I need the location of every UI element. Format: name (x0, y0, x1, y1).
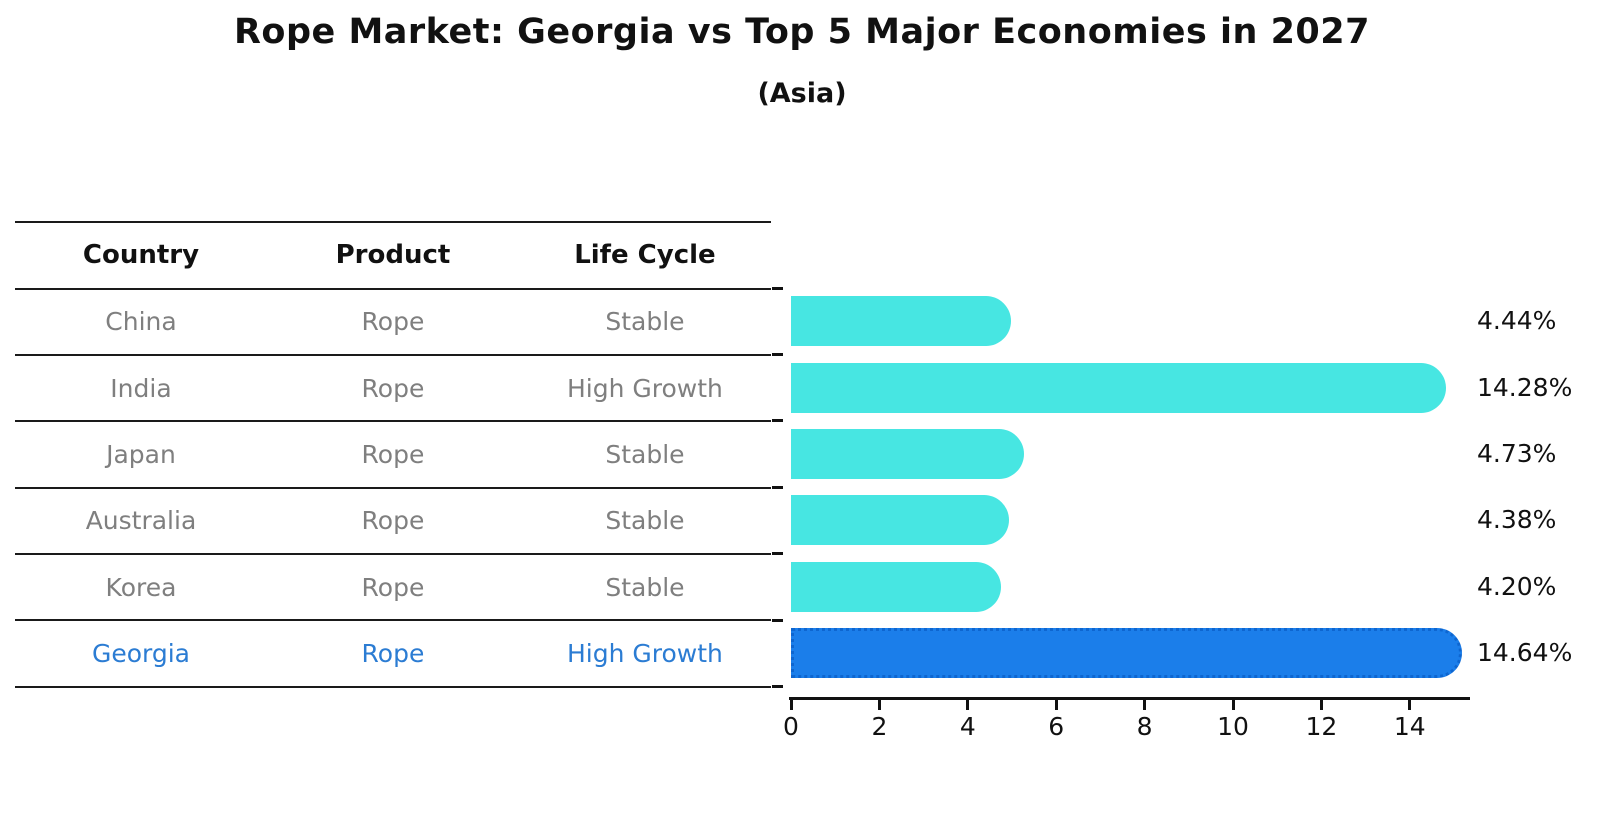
x-tick-mark (1143, 700, 1147, 710)
table-header-lifecycle: Life Cycle (574, 240, 716, 271)
table-cell-country: India (110, 373, 172, 403)
x-tick-label: 10 (1217, 712, 1249, 741)
x-tick-mark (877, 700, 881, 710)
table-header-product: Product (335, 240, 451, 271)
value-label: 4.73% (1477, 439, 1557, 468)
x-tick-mark (1054, 700, 1058, 710)
bar-korea (791, 561, 1001, 612)
table-row: Australia Rope Stable (15, 486, 771, 553)
table-cell-product: Rope (361, 639, 425, 669)
chart-subtitle: (Asia) (757, 78, 847, 109)
x-tick-mark (1408, 700, 1412, 710)
country-table: Country Product Life Cycle China Rope Stab… (15, 221, 771, 688)
x-tick-mark (966, 700, 970, 710)
table-cell-lifecycle: Stable (605, 307, 685, 337)
bar-georgia (791, 628, 1463, 679)
table-cell-country: China (105, 307, 177, 337)
table-cell-lifecycle: High Growth (566, 373, 723, 403)
table-row: India Rope High Growth (15, 353, 771, 420)
table-cell-product: Rope (361, 506, 425, 536)
value-label: 14.28% (1477, 372, 1573, 402)
x-tick-label: 8 (1136, 712, 1153, 741)
table-cell-country: Japan (106, 439, 176, 469)
x-axis-line (789, 697, 1470, 700)
y-tick-mark (772, 684, 783, 688)
table-row: Korea Rope Stable (15, 553, 771, 619)
x-tick-mark (789, 700, 793, 710)
x-tick-label: 12 (1305, 712, 1338, 741)
y-tick-mark (772, 419, 783, 423)
table-cell-product: Rope (361, 373, 425, 403)
table-cell-country: Korea (105, 572, 177, 602)
table-cell-country: Georgia (91, 639, 190, 669)
chart-title: Rope Market: Georgia vs Top 5 Major Econ… (233, 12, 1370, 52)
x-tick-label: 6 (1048, 712, 1065, 741)
value-label: 4.38% (1477, 505, 1557, 535)
table-row: Georgia Rope High Growth (15, 619, 771, 685)
table-cell-product: Rope (361, 439, 425, 469)
table-cell-country: Australia (85, 506, 197, 536)
x-tick-label: 0 (783, 712, 799, 741)
value-label: 4.44% (1477, 306, 1557, 336)
table-cell-lifecycle: Stable (605, 439, 685, 469)
x-tick-mark (1231, 700, 1235, 710)
value-label: 14.64% (1477, 638, 1573, 668)
bar-japan (791, 429, 1025, 479)
y-tick-mark (772, 485, 783, 489)
x-tick-label: 2 (871, 712, 888, 741)
table-cell-lifecycle: High Growth (566, 639, 723, 669)
table-header-country: Country (82, 240, 200, 271)
y-tick-mark (772, 286, 783, 290)
x-tick-mark (1319, 700, 1323, 710)
bar-china (791, 296, 1012, 347)
x-tick-label: 14 (1393, 712, 1426, 741)
table-cell-lifecycle: Stable (605, 506, 685, 536)
y-tick-mark (772, 618, 783, 622)
table-row: Japan Rope Stable (15, 420, 771, 486)
table-cell-product: Rope (361, 307, 425, 337)
table-header-row: Country Product Life Cycle (15, 221, 771, 288)
x-tick-label: 4 (959, 712, 976, 741)
table-cell-lifecycle: Stable (605, 572, 685, 602)
y-tick-mark (772, 352, 783, 356)
table-row: China Rope Stable (15, 287, 771, 354)
table-cell-product: Rope (361, 572, 425, 602)
y-tick-mark (772, 552, 783, 556)
value-label: 4.20% (1477, 571, 1557, 601)
bar-india (791, 362, 1447, 413)
bar-australia (791, 495, 1009, 546)
